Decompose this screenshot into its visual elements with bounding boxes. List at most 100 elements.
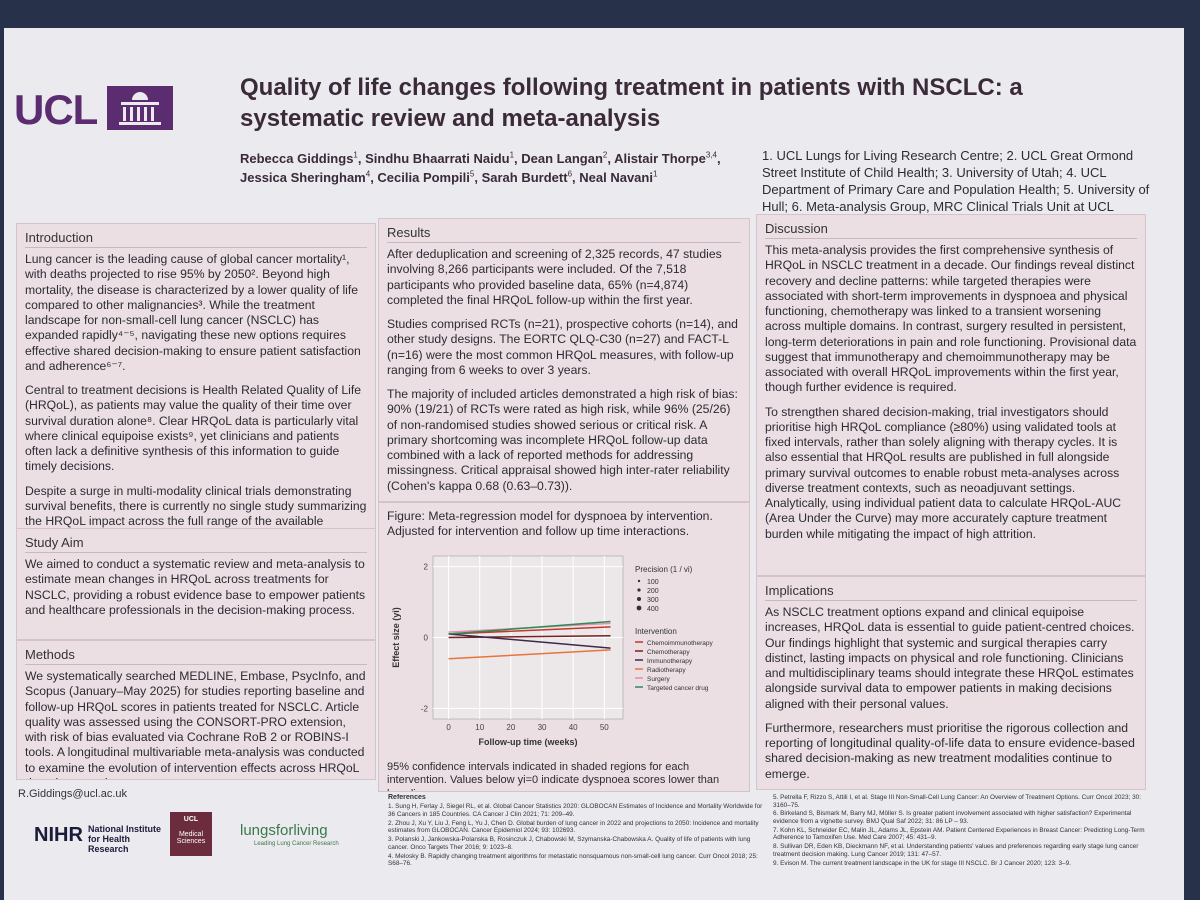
reference: 9. Evison M. The current treatment lands…: [773, 859, 1071, 867]
author-name: Sindhu Bhaarrati Naidu: [365, 151, 510, 167]
author: Dean Langan2,: [521, 151, 615, 167]
x-tick-label: 30: [538, 723, 547, 732]
series-line: [448, 648, 611, 660]
author-name: Jessica Sheringham: [240, 169, 366, 185]
legend-size: [636, 605, 642, 610]
author-sup: 1: [353, 151, 358, 160]
legend-size: [637, 596, 641, 601]
paragraph: To strengthen shared decision-making, tr…: [765, 404, 1122, 541]
email: R.Giddings@ucl.ac.uk: [18, 788, 127, 800]
x-tick-label: 20: [506, 723, 515, 732]
legend-label: Targeted cancer drug: [647, 685, 709, 692]
author-sup: 1: [509, 151, 515, 160]
methods-box: Methods We systematically searched MEDLIN…: [16, 640, 376, 780]
legend-label: Chemoimmunotherapy: [647, 640, 714, 647]
legend-label: 400: [647, 606, 659, 613]
x-axis-label: Follow-up time (weeks): [478, 737, 577, 747]
author: Rebecca Giddings1,: [240, 151, 366, 167]
medsci-logo: UCL Medical Sciences: [170, 812, 212, 856]
reference: 8. Sullivan DR, Eden KB, Dieckmann NF, e…: [773, 843, 1139, 858]
paragraph: Central to treatment decisions is Health…: [25, 383, 362, 474]
author-name: Dean Langan: [521, 151, 603, 167]
author-name: Alistair Thorpe: [614, 151, 706, 167]
author-sup: 1: [652, 169, 658, 179]
paragraph: As NSCLC treatment options expand and cl…: [765, 605, 1135, 711]
x-tick-label: 50: [600, 723, 609, 732]
reference: 1. Sung H, Ferlay J, Siegel RL, et al. G…: [388, 803, 763, 819]
lungs-logo: lungsforliving: [240, 822, 328, 839]
reference: 4. Melosky B. Rapidly changing treatment…: [388, 852, 758, 868]
implications-box: Implications As NSCLC treatment options e…: [756, 576, 1146, 790]
x-tick-label: 10: [475, 723, 484, 732]
paragraph: This meta-analysis provides the first co…: [765, 243, 1137, 395]
paragraph: Lung cancer is the leading cause of glob…: [25, 252, 361, 373]
poster-title: Quality of life changes following treatm…: [240, 74, 1023, 133]
series-line: [448, 634, 611, 638]
author-sup: 3,4: [705, 151, 717, 160]
nihr-name: National Institute for Health Research: [88, 824, 162, 854]
medsci-ucl: UCL: [183, 816, 199, 823]
author: Jessica Sheringham4,: [240, 169, 378, 185]
legend-label: 200: [647, 588, 659, 595]
figure-box: Figure: Meta-regression model for dyspno…: [378, 502, 750, 792]
reference: 7. Kohn KL, Schneider EC, Malin JL, Adam…: [773, 826, 1145, 842]
legend-label: Immunotherapy: [647, 658, 693, 665]
author: Cecilia Pompili5,: [377, 169, 482, 185]
section-heading: Introduction: [25, 230, 367, 248]
author-sup: 4: [365, 169, 371, 179]
x-tick-label: 40: [569, 723, 578, 732]
series-line: [448, 625, 611, 635]
author-sup: 2: [602, 151, 608, 160]
author: Sindhu Bhaarrati Naidu1,: [365, 151, 522, 167]
lungs-tag: Leading Lung Cancer Research: [254, 841, 339, 847]
figure-note: 95% confidence intervals indicated in sh…: [387, 760, 720, 792]
paragraph: Furthermore, researchers must prioritise…: [765, 720, 1135, 781]
introduction-box: Introduction Lung cancer is the leading c…: [16, 223, 376, 530]
section-heading: Implications: [765, 583, 1137, 601]
discussion-box: Discussion This meta-analysis provides th…: [756, 214, 1146, 576]
author-name: Cecilia Pompili: [377, 169, 470, 185]
references: References 1. Sung H, Ferlay J, Siegel R…: [388, 794, 1148, 900]
legend-title: Precision (1 / vi): [635, 565, 693, 574]
logo-icon: [107, 86, 174, 130]
authors: Rebecca Giddings1, Sindhu Bhaarrati Naid…: [240, 150, 740, 187]
paragraph: After deduplication and screening of 2,3…: [387, 247, 722, 307]
section-heading: Study Aim: [25, 535, 367, 553]
medsci-text: Medical Sciences: [176, 831, 206, 845]
logo: UCL: [14, 86, 174, 134]
legend-size: [637, 587, 641, 592]
nihr-logo: NIHR: [34, 824, 83, 846]
y-tick-label: 2: [424, 562, 429, 571]
y-tick-label: -2: [421, 704, 429, 713]
legend-label: 300: [647, 597, 659, 604]
paragraph: The majority of included articles demons…: [387, 387, 738, 493]
series-line: [448, 632, 611, 649]
legend-label: Chemotherapy: [647, 649, 690, 656]
results-box: Results After deduplication and screening…: [378, 218, 750, 502]
references-heading: References: [388, 794, 426, 801]
section-heading: Discussion: [765, 221, 1137, 239]
poster: UCL Quality of life changes following tr…: [4, 28, 1184, 900]
author-name: Neal Navani: [579, 169, 653, 185]
legend-label: Surgery: [647, 676, 671, 683]
legend-size: [637, 579, 641, 582]
paragraph: We systematically searched MEDLINE, Emba…: [25, 669, 366, 779]
author-sup: 6: [567, 169, 573, 179]
affiliations: 1. UCL Lungs for Living Research Centre;…: [762, 148, 1150, 214]
series-line: [448, 620, 611, 635]
author: Neal Navani1: [579, 170, 657, 185]
y-tick-label: 0: [424, 633, 429, 642]
x-tick-label: 0: [446, 723, 451, 732]
section-heading: Results: [387, 225, 741, 243]
reference: 5. Petrella F, Rizzo S, Attili I, et al.…: [773, 794, 1141, 809]
logo-text: UCL: [14, 86, 98, 133]
author: Alistair Thorpe3,4,: [614, 151, 721, 167]
reference: 2. Zhou J, Xu Y, Liu J, Feng L, Yu J, Ch…: [388, 819, 759, 835]
study-aim-box: Study Aim We aimed to conduct a systemati…: [16, 528, 376, 640]
author: Sarah Burdett6,: [481, 169, 580, 185]
reference: 3. Polanski J, Jankowska-Polanska B, Ros…: [388, 836, 751, 851]
paragraph: We aimed to conduct a systematic review …: [25, 557, 366, 617]
figure-caption: Figure: Meta-regression model for dyspno…: [387, 509, 713, 539]
